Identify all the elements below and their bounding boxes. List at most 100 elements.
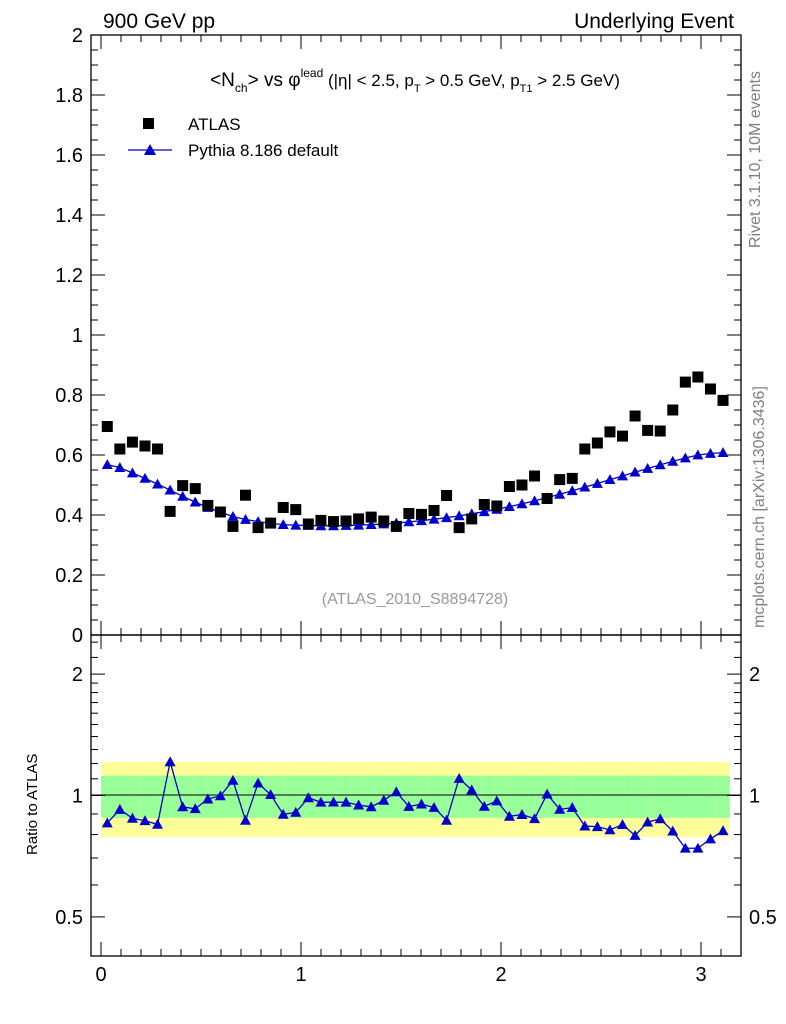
y-tick-label: 0.4 bbox=[55, 505, 83, 527]
band-inner bbox=[166, 775, 181, 818]
band-inner bbox=[637, 775, 652, 818]
title-cut3: > 2.5 GeV) bbox=[533, 71, 620, 90]
ratio-series bbox=[101, 756, 729, 853]
band-inner bbox=[310, 775, 325, 818]
ratio-plot-panel: 0.5 0.5 1 1 2 2 0 1 2 3 Ratio to ATLAS bbox=[24, 634, 777, 986]
atlas-point bbox=[579, 443, 591, 455]
main-plot-panel: 0 0.2 0.4 0.6 0.8 1 1.2 1.4 1.6 1.8 2 <Nch> vs φle… bbox=[55, 25, 742, 647]
atlas-point bbox=[126, 436, 138, 448]
header-left-label: 900 GeV pp bbox=[103, 10, 215, 33]
band-inner bbox=[611, 775, 626, 818]
ratio-point bbox=[428, 801, 440, 812]
atlas-point bbox=[114, 443, 126, 455]
atlas-point bbox=[554, 474, 566, 486]
title-cut1-sub: T bbox=[414, 83, 421, 95]
ratio-point bbox=[566, 802, 578, 813]
band-inner bbox=[415, 775, 429, 818]
atlas-point bbox=[265, 517, 277, 529]
title-phi: φ bbox=[288, 70, 300, 91]
atlas-point bbox=[591, 437, 603, 449]
pythia-point bbox=[240, 514, 252, 524]
atlas-point bbox=[164, 505, 176, 517]
ratio-point bbox=[604, 824, 616, 835]
pythia-point bbox=[617, 470, 629, 481]
band-inner bbox=[572, 775, 586, 818]
analysis-watermark: (ATLAS_2010_S8894728) bbox=[322, 591, 509, 608]
atlas-point bbox=[202, 499, 214, 511]
ratio-point bbox=[516, 809, 528, 819]
band-inner bbox=[559, 775, 573, 818]
atlas-point bbox=[541, 493, 553, 504]
atlas-point bbox=[704, 383, 716, 395]
ratio-point bbox=[126, 812, 138, 823]
atlas-point bbox=[189, 483, 201, 495]
y-tick-label: 1.6 bbox=[55, 145, 83, 167]
atlas-point bbox=[403, 508, 415, 519]
legend-label-atlas: ATLAS bbox=[188, 115, 241, 134]
band-inner bbox=[532, 775, 547, 818]
ratio-point bbox=[152, 818, 164, 829]
band-inner bbox=[519, 775, 534, 818]
atlas-point bbox=[290, 504, 302, 516]
ratio-point bbox=[101, 817, 113, 828]
atlas-point bbox=[177, 480, 189, 492]
legend: ATLAS Pythia 8.186 default bbox=[128, 115, 339, 160]
uncertainty-bands bbox=[101, 762, 730, 837]
ratio-point bbox=[189, 803, 201, 814]
ratio-point bbox=[202, 793, 214, 804]
atlas-point bbox=[516, 479, 528, 491]
y-tick-label: 1.4 bbox=[55, 205, 83, 227]
legend-marker-atlas bbox=[143, 118, 154, 129]
band-inner bbox=[690, 775, 704, 818]
band-inner bbox=[585, 775, 599, 818]
band-inner bbox=[205, 775, 220, 818]
pythia-point bbox=[604, 474, 616, 484]
band-inner bbox=[663, 775, 678, 818]
svg-text:<Nch> vs φlead (|η| < 2.5, pT: <Nch> vs φlead (|η| < 2.5, pT > 0.5 GeV,… bbox=[210, 66, 620, 95]
atlas-point bbox=[390, 520, 402, 532]
ratio-tick-label-right: 1 bbox=[749, 786, 760, 808]
pythia-point bbox=[566, 485, 578, 496]
atlas-point bbox=[466, 513, 478, 525]
ratio-point bbox=[692, 842, 704, 853]
legend-marker-pythia bbox=[144, 144, 156, 155]
ratio-point bbox=[378, 794, 390, 805]
pythia-point bbox=[642, 463, 654, 473]
ratio-point bbox=[340, 796, 352, 807]
y-tick-label: 2 bbox=[72, 25, 83, 47]
rivet-version-label: Rivet 3.1.10, 10M events bbox=[747, 71, 764, 248]
atlas-point bbox=[679, 376, 691, 388]
atlas-point bbox=[617, 430, 629, 442]
atlas-point bbox=[214, 506, 226, 518]
band-inner bbox=[454, 775, 469, 818]
atlas-point bbox=[340, 515, 352, 527]
pythia-point bbox=[152, 478, 164, 489]
pythia-point bbox=[717, 447, 729, 457]
x-tick-label: 1 bbox=[295, 964, 306, 986]
pythia-point bbox=[353, 519, 365, 530]
atlas-point bbox=[277, 502, 289, 513]
pythia-point bbox=[478, 506, 490, 517]
ratio-point bbox=[441, 814, 453, 825]
band-inner bbox=[703, 775, 717, 818]
band-inner bbox=[271, 775, 285, 818]
y-tick-label: 0.2 bbox=[55, 565, 83, 587]
ratio-point bbox=[579, 820, 591, 831]
ratio-point bbox=[290, 806, 302, 817]
ratio-point bbox=[240, 814, 252, 825]
band-inner bbox=[101, 775, 115, 818]
ratio-point bbox=[591, 821, 603, 832]
ratio-tick-label-right: 2 bbox=[749, 664, 760, 686]
pythia-point bbox=[679, 452, 691, 463]
ratio-point bbox=[415, 798, 427, 809]
pythia-point bbox=[441, 512, 453, 523]
title-phi-sup: lead bbox=[301, 66, 324, 80]
band-inner bbox=[153, 775, 167, 818]
pythia-point bbox=[692, 449, 704, 460]
atlas-point bbox=[529, 470, 541, 482]
band-inner bbox=[506, 775, 521, 818]
y-tick-label: 0.6 bbox=[55, 445, 83, 467]
pythia-point bbox=[227, 511, 239, 521]
atlas-point bbox=[302, 518, 314, 530]
